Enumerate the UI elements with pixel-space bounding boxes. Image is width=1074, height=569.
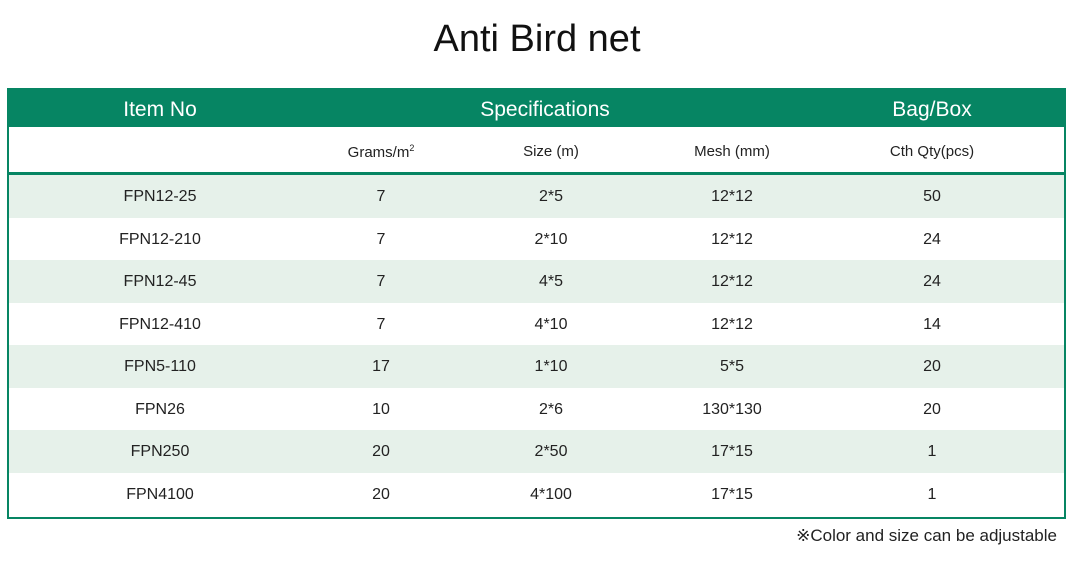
cell-grams: 20 (372, 485, 390, 503)
cell-mesh: 12*12 (711, 315, 753, 333)
cell-size: 2*10 (534, 230, 568, 248)
cell-qty: 24 (923, 230, 941, 248)
cell-item: FPN5-110 (124, 358, 196, 375)
cell-qty: 50 (923, 188, 941, 205)
cell-qty: 1 (927, 443, 937, 460)
grams-label: Grams/m (347, 144, 410, 161)
footnote: ※Color and size can be adjustable (796, 526, 1057, 545)
table-row: FPN5-110 17 1*10 5*5 20 (9, 345, 1064, 388)
cell-mesh: 12*12 (711, 230, 753, 248)
cell-grams: 7 (376, 273, 386, 290)
cell-size: 4*5 (538, 273, 564, 290)
cell-item: FPN250 (130, 443, 190, 460)
table-header: Item No Specifications Bag/Box (9, 90, 1064, 127)
table-row: FPN250 20 2*50 17*15 1 (9, 430, 1064, 473)
subheader-grams: Grams/m2 (348, 143, 415, 161)
page-title: Anti Bird net (433, 18, 641, 60)
table-row: FPN12-45 7 4*5 12*12 24 (9, 260, 1064, 303)
cell-item: FPN26 (135, 400, 185, 418)
subheader-qty: Cth Qty(pcs) (889, 143, 975, 160)
cell-mesh: 17*15 (711, 443, 753, 460)
subheader-size: Size (m) (523, 143, 579, 160)
cell-grams: 7 (376, 188, 386, 205)
table-row: FPN12-410 7 4*10 12*12 14 (9, 303, 1064, 346)
cell-qty: 24 (923, 273, 941, 290)
table-row: FPN26 10 2*6 130*130 20 (9, 388, 1064, 431)
header-bag-box: Bag/Box (892, 98, 972, 121)
cell-qty: 20 (923, 400, 941, 418)
table-row: FPN12-25 7 2*5 12*12 50 (9, 175, 1064, 218)
cell-size: 1*10 (534, 358, 568, 375)
cell-grams: 17 (372, 358, 390, 375)
product-table: Item No Specifications Bag/Box Grams/m2 … (7, 88, 1066, 519)
table-row: FPN4100 20 4*100 17*15 1 (9, 473, 1064, 516)
cell-mesh: 5*5 (719, 358, 745, 375)
cell-mesh: 12*12 (711, 273, 753, 290)
cell-size: 4*10 (534, 315, 568, 333)
cell-size: 2*5 (538, 188, 564, 205)
header-specifications: Specifications (480, 98, 610, 121)
cell-size: 2*6 (538, 400, 564, 418)
cell-mesh: 130*130 (702, 400, 762, 418)
cell-qty: 1 (927, 485, 937, 503)
cell-mesh: 17*15 (711, 485, 753, 503)
cell-qty: 20 (923, 358, 941, 375)
cell-item: FPN12-25 (123, 188, 197, 205)
table-subheader: Grams/m2 Size (m) Mesh (mm) Cth Qty(pcs) (9, 127, 1064, 175)
cell-mesh: 12*12 (711, 188, 753, 205)
cell-qty: 14 (923, 315, 941, 333)
cell-grams: 7 (376, 315, 386, 333)
cell-grams: 7 (376, 230, 386, 248)
grams-sup: 2 (409, 143, 415, 153)
cell-size: 2*50 (534, 443, 568, 460)
cell-item: FPN12-210 (119, 230, 201, 248)
cell-grams: 10 (372, 400, 390, 418)
cell-item: FPN4100 (126, 485, 194, 503)
header-item-no: Item No (123, 98, 197, 121)
cell-size: 4*100 (530, 485, 572, 503)
cell-item: FPN12-45 (123, 273, 197, 290)
cell-item: FPN12-410 (119, 315, 201, 333)
subheader-mesh: Mesh (mm) (694, 143, 770, 160)
cell-grams: 20 (372, 443, 390, 460)
table-row: FPN12-210 7 2*10 12*12 24 (9, 218, 1064, 261)
